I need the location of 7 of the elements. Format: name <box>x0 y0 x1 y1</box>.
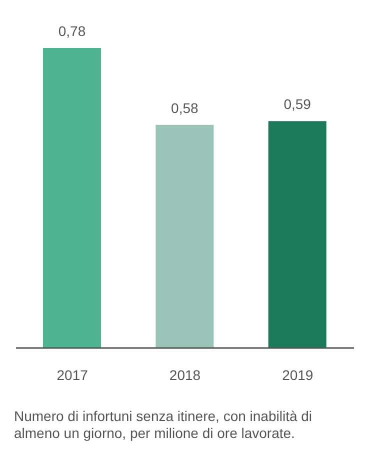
text: Numero di infortuni senza itinere, con inabilità di almeno un giorno, per milione di ore lavorate. <box>13 408 314 442</box>
x-tick-label: 2017 <box>56 366 88 383</box>
data-label: 0,58 <box>171 100 199 116</box>
data-label: 0,78 <box>58 23 86 39</box>
data-label: 0,59 <box>284 96 312 112</box>
x-tick-label: 2019 <box>282 366 314 383</box>
x-tick-label: 2018 <box>169 366 201 383</box>
